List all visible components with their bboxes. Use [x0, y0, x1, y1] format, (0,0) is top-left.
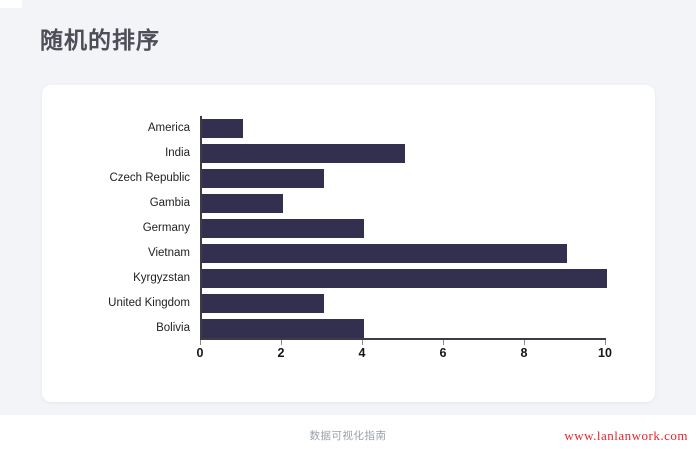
bar-row: Bolivia — [42, 316, 655, 341]
bar-category-label: Czech Republic — [109, 172, 190, 184]
bar-category-label: Bolivia — [156, 322, 190, 334]
bar[interactable] — [202, 244, 567, 263]
x-axis-tick-label: 8 — [520, 346, 528, 360]
x-axis-tick-mark — [524, 340, 525, 345]
figure-caption: 数据可视化指南 — [309, 430, 387, 442]
bar-category-label: Germany — [142, 222, 190, 234]
bar[interactable] — [202, 169, 324, 188]
x-axis-tick-mark — [281, 340, 282, 345]
x-axis-tick-label: 10 — [598, 346, 612, 360]
bar-category-label: United Kingdom — [108, 297, 190, 309]
x-axis-spine — [200, 338, 606, 340]
y-axis-spine — [200, 116, 202, 338]
bar[interactable] — [202, 144, 405, 163]
bar[interactable] — [202, 219, 364, 238]
bar[interactable] — [202, 269, 607, 288]
x-axis-tick-label: 6 — [439, 346, 447, 360]
x-axis-tick-mark — [362, 340, 363, 345]
x-axis-tick-label: 2 — [277, 346, 285, 360]
bar[interactable] — [202, 119, 243, 138]
bar-category-label: Kyrgyzstan — [133, 272, 190, 284]
chart-card: America India Czech Republic Gambia Germany V… — [42, 85, 655, 402]
x-axis-tick-label: 4 — [358, 346, 366, 360]
x-axis-tick-label: 0 — [196, 346, 204, 360]
bar-row: United Kingdom — [42, 291, 655, 316]
page-background-panel: 随机的排序 America India Czech Republic Gambia Ge… — [0, 0, 696, 415]
bar-row: Vietnam — [42, 241, 655, 266]
bar[interactable] — [202, 194, 283, 213]
bar[interactable] — [202, 319, 364, 338]
watermark-url: www.lanlanwork.com — [564, 428, 688, 443]
bar-chart-plot: America India Czech Republic Gambia Germany V… — [42, 85, 655, 402]
x-axis-tick-mark — [605, 340, 606, 345]
bar-category-label: India — [165, 147, 190, 159]
bar-row: Gambia — [42, 191, 655, 216]
bar-category-label: America — [147, 122, 190, 134]
bar-category-label: Vietnam — [148, 247, 190, 259]
bar-row: Czech Republic — [42, 166, 655, 191]
x-axis-tick-mark — [443, 340, 444, 345]
bar[interactable] — [202, 294, 324, 313]
x-axis-tick-mark — [200, 340, 201, 345]
page-title: 随机的排序 — [40, 27, 160, 53]
panel-corner-strip — [0, 0, 22, 8]
bar-row: Kyrgyzstan — [42, 266, 655, 291]
bar-row: Germany — [42, 216, 655, 241]
bar-row: America — [42, 116, 655, 141]
bar-category-label: Gambia — [149, 197, 190, 209]
bar-row: India — [42, 141, 655, 166]
